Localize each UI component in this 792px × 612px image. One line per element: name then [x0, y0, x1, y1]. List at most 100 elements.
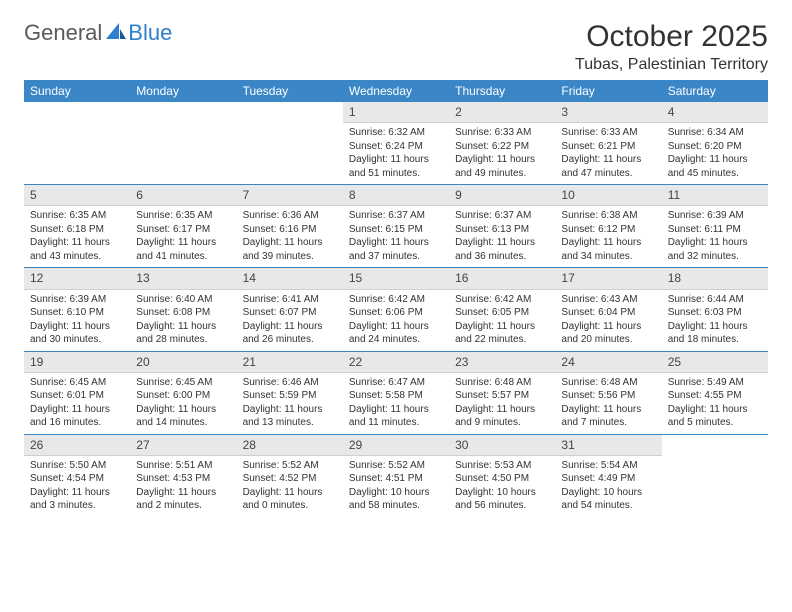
daylight-text: Daylight: 11 hours and 30 minutes.	[30, 320, 124, 347]
sunrise-text: Sunrise: 6:44 AM	[668, 293, 762, 307]
daylight-text: Daylight: 11 hours and 28 minutes.	[136, 320, 230, 347]
day-cell: 5Sunrise: 6:35 AMSunset: 6:18 PMDaylight…	[24, 185, 130, 267]
day-cell: 27Sunrise: 5:51 AMSunset: 4:53 PMDayligh…	[130, 435, 236, 517]
day-cell: 8Sunrise: 6:37 AMSunset: 6:15 PMDaylight…	[343, 185, 449, 267]
day-number: 29	[343, 435, 449, 456]
day-cell: 9Sunrise: 6:37 AMSunset: 6:13 PMDaylight…	[449, 185, 555, 267]
sunset-text: Sunset: 6:20 PM	[668, 140, 762, 154]
day-number: 9	[449, 185, 555, 206]
daylight-text: Daylight: 11 hours and 47 minutes.	[561, 153, 655, 180]
day-number: 27	[130, 435, 236, 456]
sunrise-text: Sunrise: 6:48 AM	[455, 376, 549, 390]
daylight-text: Daylight: 11 hours and 24 minutes.	[349, 320, 443, 347]
sunset-text: Sunset: 6:06 PM	[349, 306, 443, 320]
daylight-text: Daylight: 11 hours and 5 minutes.	[668, 403, 762, 430]
day-body: Sunrise: 5:50 AMSunset: 4:54 PMDaylight:…	[24, 456, 130, 517]
day-number: 11	[662, 185, 768, 206]
day-body: Sunrise: 6:42 AMSunset: 6:06 PMDaylight:…	[343, 290, 449, 351]
sunrise-text: Sunrise: 6:37 AM	[349, 209, 443, 223]
day-body: Sunrise: 6:33 AMSunset: 6:21 PMDaylight:…	[555, 123, 661, 184]
location: Tubas, Palestinian Territory	[575, 56, 768, 74]
day-body: Sunrise: 6:48 AMSunset: 5:57 PMDaylight:…	[449, 373, 555, 434]
sunrise-text: Sunrise: 6:45 AM	[30, 376, 124, 390]
daylight-text: Daylight: 11 hours and 0 minutes.	[243, 486, 337, 513]
sunset-text: Sunset: 6:12 PM	[561, 223, 655, 237]
brand-blue: Blue	[128, 20, 172, 46]
sunset-text: Sunset: 6:13 PM	[455, 223, 549, 237]
day-header: Sunday	[24, 80, 130, 102]
day-cell: 21Sunrise: 6:46 AMSunset: 5:59 PMDayligh…	[237, 352, 343, 434]
sunrise-text: Sunrise: 6:34 AM	[668, 126, 762, 140]
sunset-text: Sunset: 5:57 PM	[455, 389, 549, 403]
sunset-text: Sunset: 6:03 PM	[668, 306, 762, 320]
day-body: Sunrise: 6:39 AMSunset: 6:10 PMDaylight:…	[24, 290, 130, 351]
day-body: Sunrise: 6:37 AMSunset: 6:15 PMDaylight:…	[343, 206, 449, 267]
daylight-text: Daylight: 11 hours and 39 minutes.	[243, 236, 337, 263]
day-number: 24	[555, 352, 661, 373]
daylight-text: Daylight: 11 hours and 51 minutes.	[349, 153, 443, 180]
day-body: Sunrise: 6:42 AMSunset: 6:05 PMDaylight:…	[449, 290, 555, 351]
day-body: Sunrise: 6:36 AMSunset: 6:16 PMDaylight:…	[237, 206, 343, 267]
sunrise-text: Sunrise: 6:33 AM	[561, 126, 655, 140]
day-body: Sunrise: 6:39 AMSunset: 6:11 PMDaylight:…	[662, 206, 768, 267]
week-row: 1Sunrise: 6:32 AMSunset: 6:24 PMDaylight…	[24, 102, 768, 184]
sunrise-text: Sunrise: 6:48 AM	[561, 376, 655, 390]
day-header: Saturday	[662, 80, 768, 102]
day-body: Sunrise: 6:41 AMSunset: 6:07 PMDaylight:…	[237, 290, 343, 351]
daylight-text: Daylight: 11 hours and 41 minutes.	[136, 236, 230, 263]
day-cell: 1Sunrise: 6:32 AMSunset: 6:24 PMDaylight…	[343, 102, 449, 184]
sunset-text: Sunset: 6:07 PM	[243, 306, 337, 320]
day-body: Sunrise: 6:44 AMSunset: 6:03 PMDaylight:…	[662, 290, 768, 351]
day-number: 22	[343, 352, 449, 373]
sunset-text: Sunset: 6:18 PM	[30, 223, 124, 237]
sunrise-text: Sunrise: 5:52 AM	[349, 459, 443, 473]
day-body: Sunrise: 6:38 AMSunset: 6:12 PMDaylight:…	[555, 206, 661, 267]
day-number: 19	[24, 352, 130, 373]
day-body: Sunrise: 6:46 AMSunset: 5:59 PMDaylight:…	[237, 373, 343, 434]
sunset-text: Sunset: 5:58 PM	[349, 389, 443, 403]
daylight-text: Daylight: 11 hours and 43 minutes.	[30, 236, 124, 263]
day-header-row: SundayMondayTuesdayWednesdayThursdayFrid…	[24, 80, 768, 102]
day-cell: 23Sunrise: 6:48 AMSunset: 5:57 PMDayligh…	[449, 352, 555, 434]
day-body: Sunrise: 6:37 AMSunset: 6:13 PMDaylight:…	[449, 206, 555, 267]
sunset-text: Sunset: 6:15 PM	[349, 223, 443, 237]
sunrise-text: Sunrise: 6:43 AM	[561, 293, 655, 307]
day-number: 18	[662, 268, 768, 289]
daylight-text: Daylight: 11 hours and 32 minutes.	[668, 236, 762, 263]
day-body: Sunrise: 6:45 AMSunset: 6:01 PMDaylight:…	[24, 373, 130, 434]
day-number: 21	[237, 352, 343, 373]
sunset-text: Sunset: 6:17 PM	[136, 223, 230, 237]
day-number: 10	[555, 185, 661, 206]
day-body: Sunrise: 6:32 AMSunset: 6:24 PMDaylight:…	[343, 123, 449, 184]
day-number: 14	[237, 268, 343, 289]
day-number: 31	[555, 435, 661, 456]
day-header: Wednesday	[343, 80, 449, 102]
brand-general: General	[24, 20, 102, 46]
day-body: Sunrise: 5:51 AMSunset: 4:53 PMDaylight:…	[130, 456, 236, 517]
sunset-text: Sunset: 4:55 PM	[668, 389, 762, 403]
sunrise-text: Sunrise: 6:35 AM	[30, 209, 124, 223]
sunset-text: Sunset: 6:00 PM	[136, 389, 230, 403]
weeks-container: 1Sunrise: 6:32 AMSunset: 6:24 PMDaylight…	[24, 102, 768, 517]
day-number: 6	[130, 185, 236, 206]
daylight-text: Daylight: 10 hours and 54 minutes.	[561, 486, 655, 513]
day-body: Sunrise: 6:35 AMSunset: 6:17 PMDaylight:…	[130, 206, 236, 267]
daylight-text: Daylight: 11 hours and 13 minutes.	[243, 403, 337, 430]
header: General Blue October 2025 Tubas, Palesti…	[24, 20, 768, 74]
daylight-text: Daylight: 11 hours and 2 minutes.	[136, 486, 230, 513]
day-number: 12	[24, 268, 130, 289]
day-cell: 3Sunrise: 6:33 AMSunset: 6:21 PMDaylight…	[555, 102, 661, 184]
sunset-text: Sunset: 6:10 PM	[30, 306, 124, 320]
day-header: Monday	[130, 80, 236, 102]
day-body: Sunrise: 5:54 AMSunset: 4:49 PMDaylight:…	[555, 456, 661, 517]
sunset-text: Sunset: 5:59 PM	[243, 389, 337, 403]
calendar: SundayMondayTuesdayWednesdayThursdayFrid…	[24, 80, 768, 517]
day-header: Thursday	[449, 80, 555, 102]
day-body: Sunrise: 6:40 AMSunset: 6:08 PMDaylight:…	[130, 290, 236, 351]
sunset-text: Sunset: 4:49 PM	[561, 472, 655, 486]
day-cell	[130, 102, 236, 184]
sunset-text: Sunset: 6:01 PM	[30, 389, 124, 403]
sunrise-text: Sunrise: 6:47 AM	[349, 376, 443, 390]
day-cell: 28Sunrise: 5:52 AMSunset: 4:52 PMDayligh…	[237, 435, 343, 517]
day-number: 13	[130, 268, 236, 289]
